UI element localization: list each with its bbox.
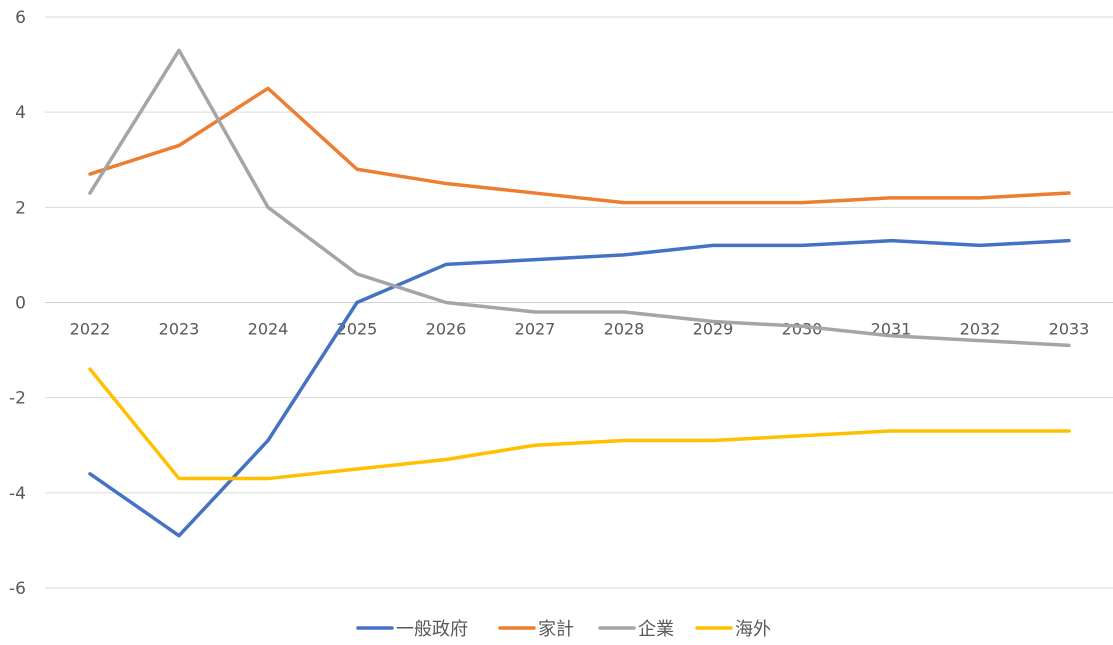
y-tick-label: 0 [15,294,26,314]
series-line-1 [88,86,1071,205]
x-tick-label: 2027 [515,320,556,339]
y-axis-tick-labels: 6 4 2 0 -2 -4 -6 [9,8,26,599]
x-tick-label: 2028 [604,320,645,339]
x-tick-label: 2025 [337,320,378,339]
y-tick-label: 6 [15,8,26,28]
x-axis-tick-labels: 2022 2023 2024 2025 2026 2027 2028 2029 2030 2031… [70,320,1090,339]
gridlines [45,16,1113,589]
y-tick-label: -2 [9,389,26,409]
x-tick-label: 2022 [70,320,111,339]
legend: 一般政府 家計 企業 海外 [356,619,771,640]
y-tick-label: -6 [9,579,26,599]
series-lines [88,48,1071,538]
x-tick-label: 2033 [1049,320,1090,339]
series-line-2 [88,48,1071,348]
legend-label: 企業 [638,619,674,640]
y-tick-label: -4 [9,484,26,504]
legend-label: 海外 [735,619,771,640]
series-line-0 [88,238,1071,538]
legend-label: 一般政府 [396,619,468,640]
x-tick-label: 2024 [248,320,289,339]
x-tick-label: 2032 [960,320,1001,339]
x-tick-label: 2029 [693,320,734,339]
y-tick-label: 2 [15,198,26,218]
series-line-3 [88,367,1071,481]
legend-label: 家計 [538,619,574,640]
x-tick-label: 2023 [159,320,200,339]
x-tick-label: 2026 [426,320,467,339]
y-tick-label: 4 [15,103,26,123]
